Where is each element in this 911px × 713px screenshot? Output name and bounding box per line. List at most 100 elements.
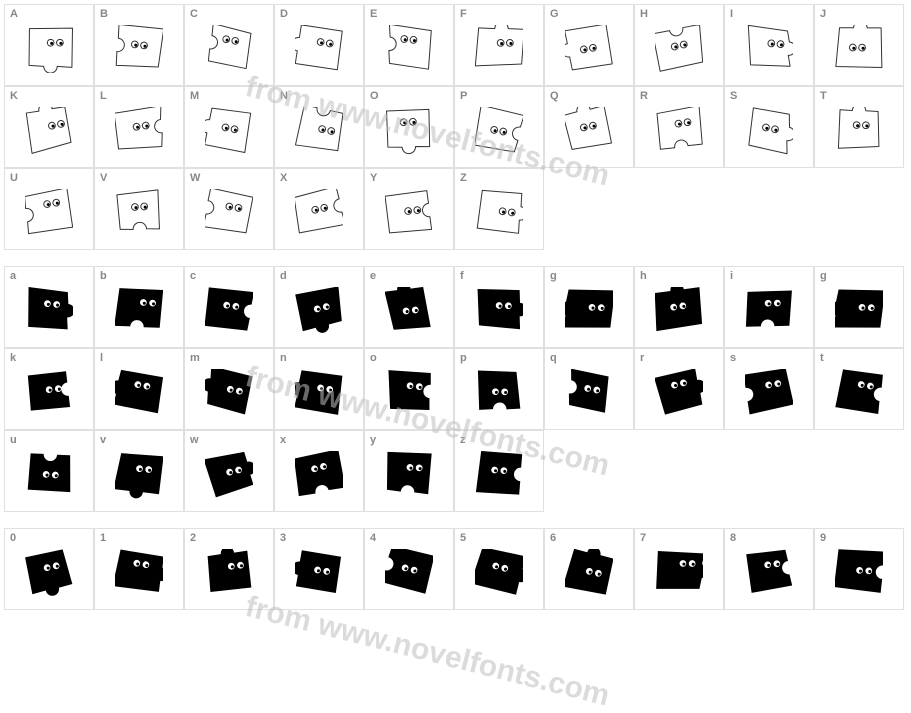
cell-label: s [730, 352, 736, 364]
charmap-cell[interactable]: 8 [724, 528, 814, 610]
glyph-icon [295, 369, 343, 417]
charmap-cell[interactable]: H [634, 4, 724, 86]
glyph-icon [295, 549, 343, 597]
charmap-cell[interactable]: J [814, 4, 904, 86]
cell-label: o [370, 352, 377, 364]
charmap-cell[interactable]: X [274, 168, 364, 250]
charmap-cell[interactable]: V [94, 168, 184, 250]
charmap-cell[interactable]: D [274, 4, 364, 86]
charmap-cell[interactable]: 3 [274, 528, 364, 610]
charmap-cell[interactable]: l [94, 348, 184, 430]
charmap-cell[interactable]: C [184, 4, 274, 86]
charmap-cell[interactable]: F [454, 4, 544, 86]
charmap-cell[interactable]: n [274, 348, 364, 430]
glyph-icon [835, 369, 883, 417]
charmap-cell[interactable]: i [724, 266, 814, 348]
cell-label: F [460, 8, 467, 20]
cell-label: p [460, 352, 467, 364]
charmap-cell[interactable]: M [184, 86, 274, 168]
cell-label: z [460, 434, 466, 446]
cell-label: u [10, 434, 17, 446]
charmap-cell[interactable]: W [184, 168, 274, 250]
glyph-icon [205, 107, 253, 155]
charmap-cell[interactable]: p [454, 348, 544, 430]
charmap-cell[interactable]: r [634, 348, 724, 430]
charmap-cell[interactable]: Y [364, 168, 454, 250]
charmap-cell[interactable]: Q [544, 86, 634, 168]
cell-label: S [730, 90, 737, 102]
charmap-cell[interactable]: q [544, 348, 634, 430]
glyph-icon [835, 549, 883, 597]
glyph-icon [745, 287, 793, 335]
charmap-cell[interactable]: 7 [634, 528, 724, 610]
charmap-cell[interactable]: c [184, 266, 274, 348]
charmap-cell[interactable]: N [274, 86, 364, 168]
cell-label: Z [460, 172, 467, 184]
glyph-icon [835, 287, 883, 335]
charmap-cell[interactable]: o [364, 348, 454, 430]
charmap-cell[interactable]: R [634, 86, 724, 168]
charmap-cell[interactable]: S [724, 86, 814, 168]
cell-label: N [280, 90, 288, 102]
charmap-cell[interactable]: 1 [94, 528, 184, 610]
charmap-cell[interactable]: m [184, 348, 274, 430]
cell-label: I [730, 8, 733, 20]
glyph-icon [745, 369, 793, 417]
charmap-cell[interactable]: B [94, 4, 184, 86]
charmap-cell[interactable]: d [274, 266, 364, 348]
cell-label: E [370, 8, 377, 20]
charmap-cell[interactable]: 4 [364, 528, 454, 610]
glyph-icon [25, 287, 73, 335]
glyph-icon [205, 25, 253, 73]
charmap-cell[interactable]: A [4, 4, 94, 86]
charmap-cell[interactable]: a [4, 266, 94, 348]
charmap-cell[interactable]: t [814, 348, 904, 430]
charmap-cell[interactable]: 5 [454, 528, 544, 610]
charmap-cell[interactable]: K [4, 86, 94, 168]
charmap-cell[interactable]: e [364, 266, 454, 348]
charmap-cell[interactable]: 2 [184, 528, 274, 610]
glyph-icon [295, 107, 343, 155]
glyph-icon [475, 369, 523, 417]
cell-label: 6 [550, 532, 556, 544]
charmap-cell[interactable]: P [454, 86, 544, 168]
glyph-icon [25, 189, 73, 237]
charmap-cell[interactable]: 9 [814, 528, 904, 610]
charmap-cell[interactable]: u [4, 430, 94, 512]
charmap-cell[interactable]: v [94, 430, 184, 512]
charmap-cell[interactable]: w [184, 430, 274, 512]
charmap-cell[interactable]: g [544, 266, 634, 348]
charmap-cell[interactable]: T [814, 86, 904, 168]
charmap-cell[interactable]: O [364, 86, 454, 168]
charmap-cell[interactable]: b [94, 266, 184, 348]
cell-label: f [460, 270, 464, 282]
charmap-cell[interactable]: 6 [544, 528, 634, 610]
cell-label: L [100, 90, 107, 102]
charmap-cell[interactable]: y [364, 430, 454, 512]
charmap-cell[interactable]: x [274, 430, 364, 512]
glyph-icon [205, 189, 253, 237]
glyph-icon [205, 287, 253, 335]
glyph-icon [565, 287, 613, 335]
glyph-icon [115, 369, 163, 417]
charmap-cell[interactable]: g [814, 266, 904, 348]
cell-label: P [460, 90, 467, 102]
charmap-cell[interactable]: z [454, 430, 544, 512]
charmap-cell[interactable]: s [724, 348, 814, 430]
glyph-icon [115, 25, 163, 73]
charmap-cell[interactable]: I [724, 4, 814, 86]
charmap-cell[interactable]: h [634, 266, 724, 348]
charmap-cell[interactable]: L [94, 86, 184, 168]
cell-label: W [190, 172, 200, 184]
glyph-icon [385, 287, 433, 335]
charmap-cell[interactable]: Z [454, 168, 544, 250]
charmap-cell[interactable]: f [454, 266, 544, 348]
charmap-cell[interactable]: G [544, 4, 634, 86]
charmap-cell[interactable]: 0 [4, 528, 94, 610]
charmap-cell[interactable]: U [4, 168, 94, 250]
glyph-icon [655, 369, 703, 417]
charmap-cell[interactable]: E [364, 4, 454, 86]
cell-label: H [640, 8, 648, 20]
cell-label: k [10, 352, 16, 364]
charmap-cell[interactable]: k [4, 348, 94, 430]
